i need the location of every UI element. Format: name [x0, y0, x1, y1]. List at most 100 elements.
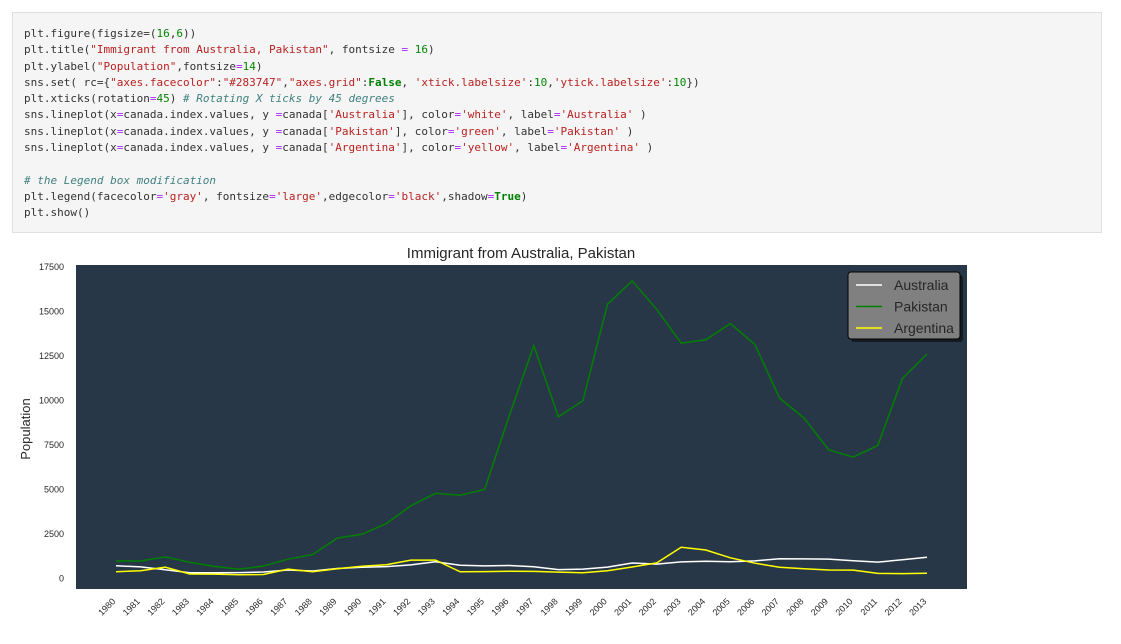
code-token: 'xtick.labelsize' — [414, 75, 528, 89]
code-token: canada[ — [282, 141, 329, 155]
code-token: 'white' — [461, 108, 508, 122]
code-line: sns.set( rc={"axes.facecolor":"#283747",… — [24, 75, 1101, 91]
code-token: canada[ — [282, 124, 329, 138]
y-tick-label: 0 — [59, 573, 64, 583]
code-token: canada.index.values, y — [123, 141, 276, 155]
x-tick-label: 1980 — [96, 596, 117, 617]
code-token: plt.ylabel( — [24, 59, 97, 73]
code-token: plt.title( — [24, 43, 91, 57]
y-tick-label: 12500 — [39, 351, 64, 361]
code-token: 'gray' — [163, 189, 203, 203]
code-cell[interactable]: plt.figure(figsize=(16,6)) plt.title("Imm… — [12, 12, 1102, 233]
code-token: canada.index.values, y — [123, 108, 276, 122]
code-token: 10 — [673, 75, 687, 89]
code-token: ) — [255, 59, 263, 73]
code-token: , — [401, 75, 415, 89]
code-token: plt.xticks(rotation — [24, 92, 150, 106]
code-line: plt.ylabel("Population",fontsize=14) — [24, 59, 1101, 75]
x-tick-label: 1987 — [268, 596, 289, 617]
x-tick-label: 1997 — [514, 596, 535, 617]
code-token: 'ytick.labelsize' — [553, 75, 667, 89]
code-token: = — [547, 124, 554, 138]
code-token: ) — [620, 124, 634, 138]
code-token: )) — [182, 27, 197, 40]
plot-area — [76, 265, 967, 589]
code-token: 'Australia' — [560, 108, 634, 122]
y-axis-ticks: 0 2500 5000 7500 10000 12500 15000 17500 — [39, 262, 64, 584]
code-token: sns.lineplot(x — [24, 141, 117, 155]
code-token: 'large' — [275, 189, 323, 203]
x-tick-label: 1999 — [563, 596, 584, 617]
code-line: # the Legend box modification — [24, 173, 1101, 189]
x-tick-label: 1996 — [489, 596, 510, 617]
line-chart: Immigrant from Australia, Pakistan Popul… — [18, 245, 967, 618]
x-tick-label: 1990 — [342, 596, 363, 617]
code-token: 10 — [534, 75, 548, 89]
x-tick-label: 1993 — [416, 596, 437, 617]
x-tick-label: 2003 — [661, 596, 682, 617]
y-tick-label: 2500 — [44, 529, 64, 539]
legend-label: Argentina — [894, 320, 954, 336]
code-token: 'yellow' — [461, 141, 515, 155]
code-token: , fontsize — [328, 43, 402, 57]
code-token: sns.lineplot(x — [24, 124, 117, 138]
y-tick-label: 7500 — [44, 440, 64, 450]
x-axis-ticks: 1980 1981 1982 1983 1984 1985 1986 1987 1988 1989… — [96, 596, 928, 617]
x-tick-label: 1985 — [219, 596, 240, 617]
x-tick-label: 2002 — [637, 596, 658, 617]
x-tick-label: 1986 — [244, 596, 265, 617]
legend-label: Australia — [894, 277, 949, 293]
code-token: = — [149, 92, 157, 106]
code-token: "Population" — [96, 59, 177, 73]
x-tick-label: 1984 — [194, 596, 215, 617]
x-tick-label: 2011 — [859, 596, 880, 617]
x-tick-label: 1982 — [145, 596, 166, 617]
code-token: = — [447, 124, 455, 138]
x-tick-label: 1988 — [293, 596, 314, 617]
y-tick-label: 10000 — [39, 395, 64, 405]
code-token: = — [401, 43, 409, 57]
code-token: = — [116, 108, 124, 122]
code-line: sns.lineplot(x=canada.index.values, y =c… — [24, 124, 1101, 140]
x-tick-label: 1992 — [391, 596, 412, 617]
code-token: = — [116, 124, 124, 138]
x-tick-label: 2004 — [686, 596, 707, 617]
code-token: sns.set( rc={ — [24, 75, 111, 89]
code-token: , — [282, 75, 289, 89]
code-editor[interactable]: plt.figure(figsize=(16,6)) plt.title("Imm… — [13, 13, 1101, 222]
code-token: , label — [500, 124, 548, 138]
code-token: ], color — [394, 124, 448, 138]
code-token: = — [553, 108, 561, 122]
code-token: , fontsize — [202, 189, 270, 203]
x-tick-label: 2012 — [883, 596, 904, 617]
code-token: 'Argentina' — [328, 141, 402, 155]
code-token: 'black' — [394, 189, 442, 203]
code-token: = — [156, 189, 164, 203]
code-token: ) — [639, 141, 654, 155]
code-line: plt.legend(facecolor='gray', fontsize='l… — [24, 189, 1101, 205]
code-token: canada[ — [282, 108, 329, 122]
legend-box — [847, 271, 961, 340]
code-token: "axes.grid" — [288, 75, 362, 89]
code-token: 'Pakistan' — [553, 124, 621, 138]
code-token: = — [454, 141, 462, 155]
code-token: = — [275, 108, 283, 122]
code-token: ], color — [401, 141, 455, 155]
legend-label: Pakistan — [894, 299, 948, 315]
x-tick-label: 2006 — [735, 596, 756, 617]
code-token: ,edgecolor — [322, 189, 389, 203]
x-tick-label: 1983 — [170, 596, 191, 617]
code-token: False — [368, 75, 402, 89]
x-tick-label: 2007 — [760, 596, 781, 617]
series-line-australia — [115, 556, 928, 574]
code-token: 'Argentina' — [567, 141, 640, 155]
y-tick-label: 17500 — [39, 262, 64, 272]
code-token: sns.lineplot(x — [24, 108, 117, 122]
code-line: sns.lineplot(x=canada.index.values, y =c… — [24, 107, 1101, 123]
code-line: plt.xticks(rotation=45) # Rotating X tic… — [24, 91, 1101, 107]
code-token: : — [361, 75, 369, 89]
code-token: ) — [169, 92, 183, 106]
x-tick-label: 2009 — [809, 596, 830, 617]
code-token: 14 — [242, 59, 256, 73]
x-tick-label: 1998 — [539, 596, 560, 617]
